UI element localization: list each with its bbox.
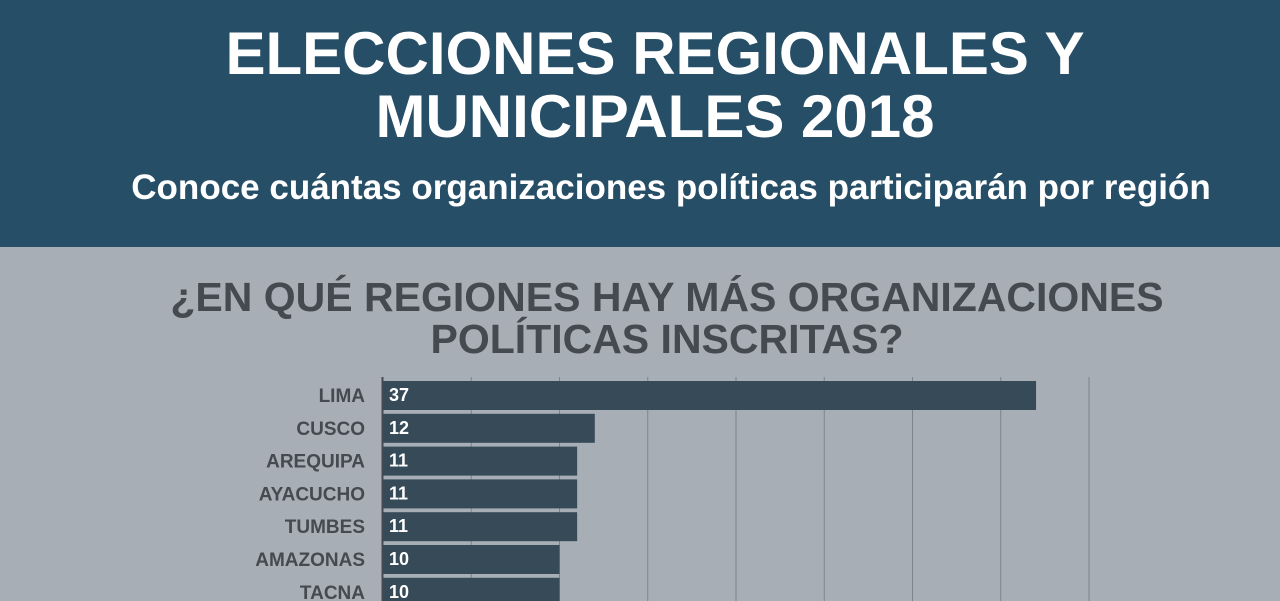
- bar: [383, 479, 578, 509]
- page-subtitle: Conoce cuántas organizaciones políticas …: [131, 168, 1211, 207]
- category-label: LIMA: [319, 386, 366, 407]
- category-label: TUMBES: [285, 517, 365, 538]
- chart-title-line-2: POLÍTICAS INSCRITAS?: [430, 316, 904, 362]
- chart-title-line-1: ¿EN QUÉ REGIONES HAY MÁS ORGANIZACIONES: [170, 274, 1164, 320]
- bar: [383, 545, 560, 574]
- value-label: 12: [389, 418, 409, 438]
- category-label: AREQUIPA: [266, 452, 365, 473]
- bar: [383, 512, 578, 542]
- value-label: 37: [389, 385, 409, 405]
- value-label: 11: [389, 451, 408, 471]
- chart-title: ¿EN QUÉ REGIONES HAY MÁS ORGANIZACIONES …: [0, 276, 1280, 360]
- bar: [383, 413, 595, 443]
- bar: [383, 577, 560, 601]
- header-banner: ELECCIONES REGIONALES Y MUNICIPALES 2018…: [0, 0, 1280, 247]
- bar: [383, 381, 1037, 410]
- page-title: ELECCIONES REGIONALES Y MUNICIPALES 2018: [0, 22, 1280, 148]
- category-label: AMAZONAS: [255, 550, 365, 571]
- value-label: 11: [389, 483, 408, 503]
- value-label: 10: [389, 549, 409, 569]
- bar: [383, 446, 578, 476]
- category-label: AYACUCHO: [259, 484, 365, 505]
- value-label: 11: [389, 516, 408, 536]
- title-line-2: MUNICIPALES 2018: [375, 83, 935, 150]
- category-label: TACNA: [300, 583, 365, 601]
- value-label: 10: [389, 582, 409, 601]
- title-line-1: ELECCIONES REGIONALES Y: [225, 20, 1085, 87]
- category-label: CUSCO: [296, 419, 365, 440]
